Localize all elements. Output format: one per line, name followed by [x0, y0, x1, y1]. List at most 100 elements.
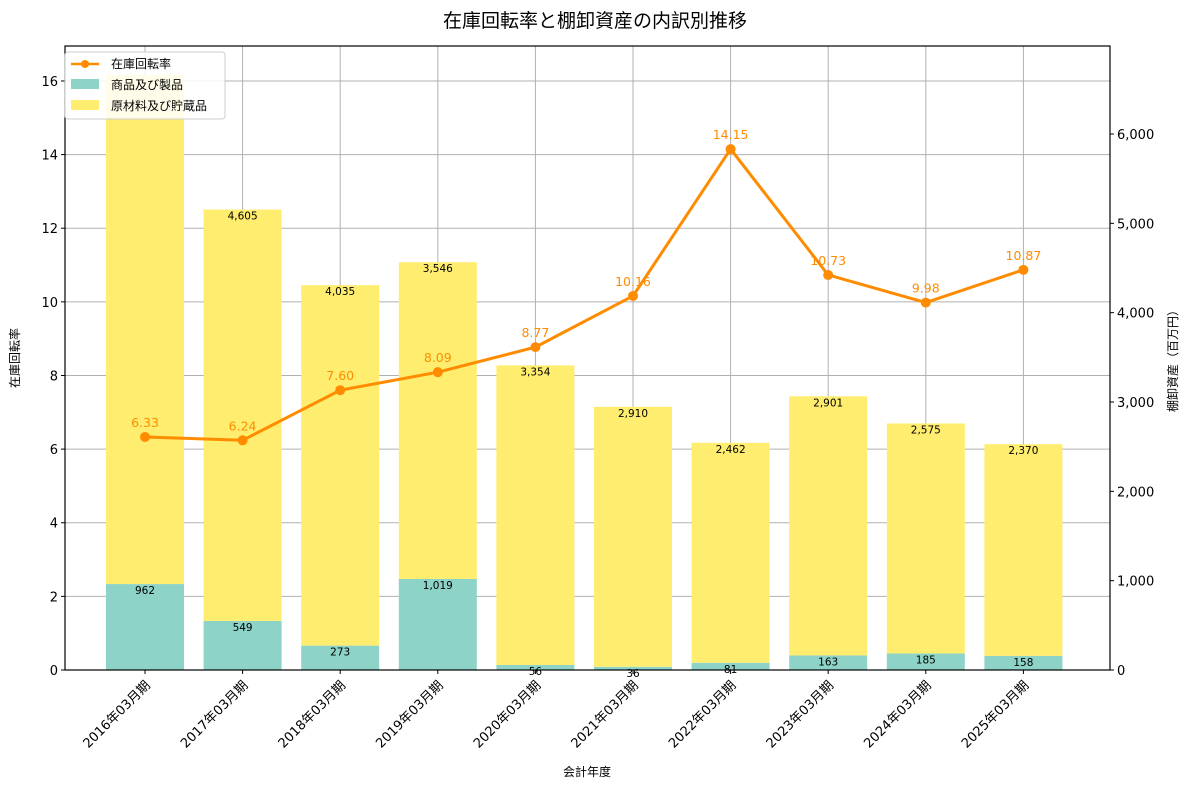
x-tick-label: 2024年03月期 — [861, 678, 934, 751]
y-left-tick-label: 2 — [50, 590, 58, 605]
legend-swatch-yellow-icon — [71, 100, 99, 110]
bar-label-products: 549 — [233, 622, 253, 634]
y-right-tick-label: 4,000 — [1117, 307, 1154, 322]
y-right-tick-label: 2,000 — [1117, 485, 1154, 500]
y-right-tick-label: 0 — [1117, 664, 1125, 679]
turnover-marker — [1018, 264, 1029, 275]
turnover-marker — [920, 297, 931, 308]
bar-materials — [886, 423, 965, 654]
chart-title: 在庫回転率と棚卸資産の内訳別推移 — [443, 10, 747, 32]
bar-label-materials: 2,370 — [1008, 445, 1038, 457]
legend-label-materials: 原材料及び貯蔵品 — [111, 99, 207, 113]
x-tick-label: 2018年03月期 — [276, 678, 349, 751]
turnover-value-label: 6.24 — [229, 418, 257, 433]
x-tick-label: 2023年03月期 — [764, 678, 837, 751]
turnover-value-label: 8.77 — [521, 325, 549, 340]
y-left-tick-label: 0 — [50, 664, 58, 679]
x-tick-label: 2025年03月期 — [959, 678, 1032, 751]
legend-label-turnover: 在庫回転率 — [111, 56, 171, 71]
bars — [106, 74, 1063, 670]
legend-item-turnover: 在庫回転率 — [71, 56, 171, 71]
turnover-value-label: 14.15 — [713, 127, 749, 142]
x-tick-label: 2019年03月期 — [373, 678, 446, 751]
bar-label-materials: 2,462 — [716, 444, 746, 456]
x-tick-label: 2016年03月期 — [81, 678, 154, 751]
y-left-tick-label: 12 — [41, 222, 58, 237]
turnover-marker — [140, 431, 150, 442]
y-right-tick-label: 6,000 — [1117, 128, 1154, 143]
bar-materials — [301, 285, 380, 646]
turnover-marker — [530, 342, 541, 353]
turnover-value-label: 10.73 — [810, 253, 846, 268]
y-left-tick-label: 16 — [41, 75, 58, 90]
turnover-value-label: 6.33 — [131, 415, 159, 430]
x-tick-label: 2020年03月期 — [471, 678, 544, 751]
bar-label-materials: 2,910 — [618, 408, 648, 420]
turnover-value-label: 7.60 — [326, 368, 354, 383]
y-right-tick-label: 5,000 — [1117, 217, 1154, 232]
y-left-tick-label: 4 — [50, 517, 58, 532]
bar-materials — [496, 365, 575, 665]
plot-frame — [64, 45, 1111, 671]
legend-item-products: 商品及び製品 — [71, 77, 183, 92]
bar-label-products: 962 — [135, 585, 155, 597]
bar-label-materials: 4,035 — [325, 286, 355, 298]
turnover-marker — [823, 269, 834, 280]
bar-label-materials: 2,901 — [813, 397, 843, 409]
bar-label-products: 163 — [818, 656, 838, 668]
turnover-value-label: 8.09 — [424, 350, 452, 365]
bar-products — [301, 645, 380, 670]
turnover-value-label: 10.87 — [1006, 248, 1042, 263]
x-axis-label: 会計年度 — [563, 764, 611, 779]
y-axis-right-label: 棚卸資産（百万円） — [1165, 304, 1180, 412]
bar-materials — [398, 262, 477, 579]
legend-marker-icon — [81, 60, 89, 68]
bar-materials — [203, 209, 282, 621]
x-tick-label: 2017年03月期 — [178, 678, 251, 751]
bar-label-products: 185 — [916, 654, 936, 666]
y-left-tick-label: 14 — [41, 149, 58, 164]
bar-products — [106, 584, 184, 670]
y-left-tick-label: 10 — [41, 296, 58, 311]
bar-products — [203, 620, 282, 670]
bar-materials — [594, 406, 672, 667]
y-axis-left-label: 在庫回転率 — [7, 328, 22, 388]
bar-products — [691, 662, 770, 670]
bar-label-products: 158 — [1013, 657, 1033, 669]
legend-label-products: 商品及び製品 — [111, 77, 183, 92]
bar-products — [594, 666, 672, 670]
bar-label-materials: 2,575 — [911, 424, 941, 436]
bar-products — [789, 655, 868, 670]
bar-products — [886, 653, 965, 670]
y-left-tick-label: 8 — [50, 369, 58, 384]
legend-swatch-teal-icon — [71, 79, 99, 89]
y-right-tick-label: 3,000 — [1117, 396, 1154, 411]
turnover-marker — [335, 385, 346, 396]
bar-label-products: 1,019 — [423, 580, 453, 592]
bar-label-materials: 4,605 — [228, 211, 258, 223]
y-left-tick-label: 6 — [50, 443, 58, 458]
legend-box — [64, 51, 226, 120]
legend: 在庫回転率 商品及び製品 原材料及び貯蔵品 — [64, 51, 226, 120]
x-tick-label: 2021年03月期 — [569, 678, 642, 751]
turnover-value-label: 9.98 — [912, 281, 940, 296]
turnover-marker — [725, 144, 736, 155]
bar-label-materials: 3,546 — [423, 263, 453, 275]
turnover-polyline — [144, 147, 1024, 442]
turnover-marker — [628, 290, 638, 301]
bar-products — [496, 664, 575, 670]
bar-products — [984, 655, 1063, 670]
bar-label-products: 273 — [330, 647, 350, 659]
turnover-value-label: 10.16 — [615, 274, 651, 289]
bar-materials — [984, 444, 1063, 656]
turnover-marker — [237, 435, 248, 446]
bar-materials — [106, 74, 184, 585]
bar-label-materials: 3,354 — [520, 366, 550, 378]
turnover-line: 6.33 6.24 7.60 8.09 8.77 10.16 14.15 10.73 9.98 1… — [131, 127, 1042, 446]
bar-products — [398, 578, 477, 670]
bar-materials — [789, 396, 868, 656]
bar-materials — [691, 442, 770, 663]
legend-item-materials: 原材料及び貯蔵品 — [71, 99, 207, 113]
